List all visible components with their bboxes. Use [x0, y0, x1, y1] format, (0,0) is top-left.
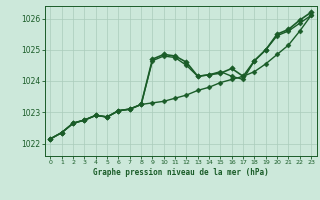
X-axis label: Graphe pression niveau de la mer (hPa): Graphe pression niveau de la mer (hPa) [93, 168, 269, 177]
